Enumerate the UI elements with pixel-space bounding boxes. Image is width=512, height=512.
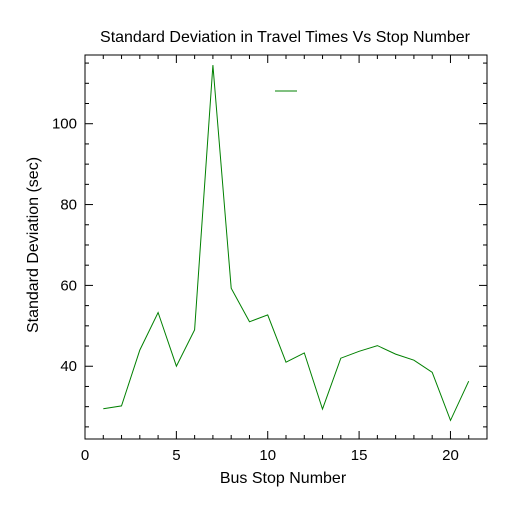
series-line: [103, 65, 470, 422]
x-tick-label: 5: [172, 447, 180, 464]
y-tick-label: 60: [60, 277, 77, 294]
x-tick-label: 0: [81, 447, 89, 464]
series-layer: [103, 65, 470, 422]
y-tick-label: 80: [60, 197, 77, 214]
y-axis-label: Standard Deviation (sec): [25, 157, 42, 333]
x-axis-label: Bus Stop Number: [220, 470, 347, 487]
y-tick-label: 100: [52, 116, 77, 133]
x-tick-labels: 0 5 10 15 20: [81, 447, 459, 464]
x-tick-label: 10: [259, 447, 276, 464]
chart-title: Standard Deviation in Travel Times Vs St…: [100, 29, 471, 46]
axis-ticks: [84, 55, 488, 439]
y-tick-label: 40: [60, 358, 77, 375]
y-tick-labels: 40 60 80 100: [52, 116, 77, 376]
x-tick-label: 20: [442, 447, 459, 464]
x-tick-label: 15: [351, 447, 368, 464]
plot-frame: [84, 54, 488, 440]
